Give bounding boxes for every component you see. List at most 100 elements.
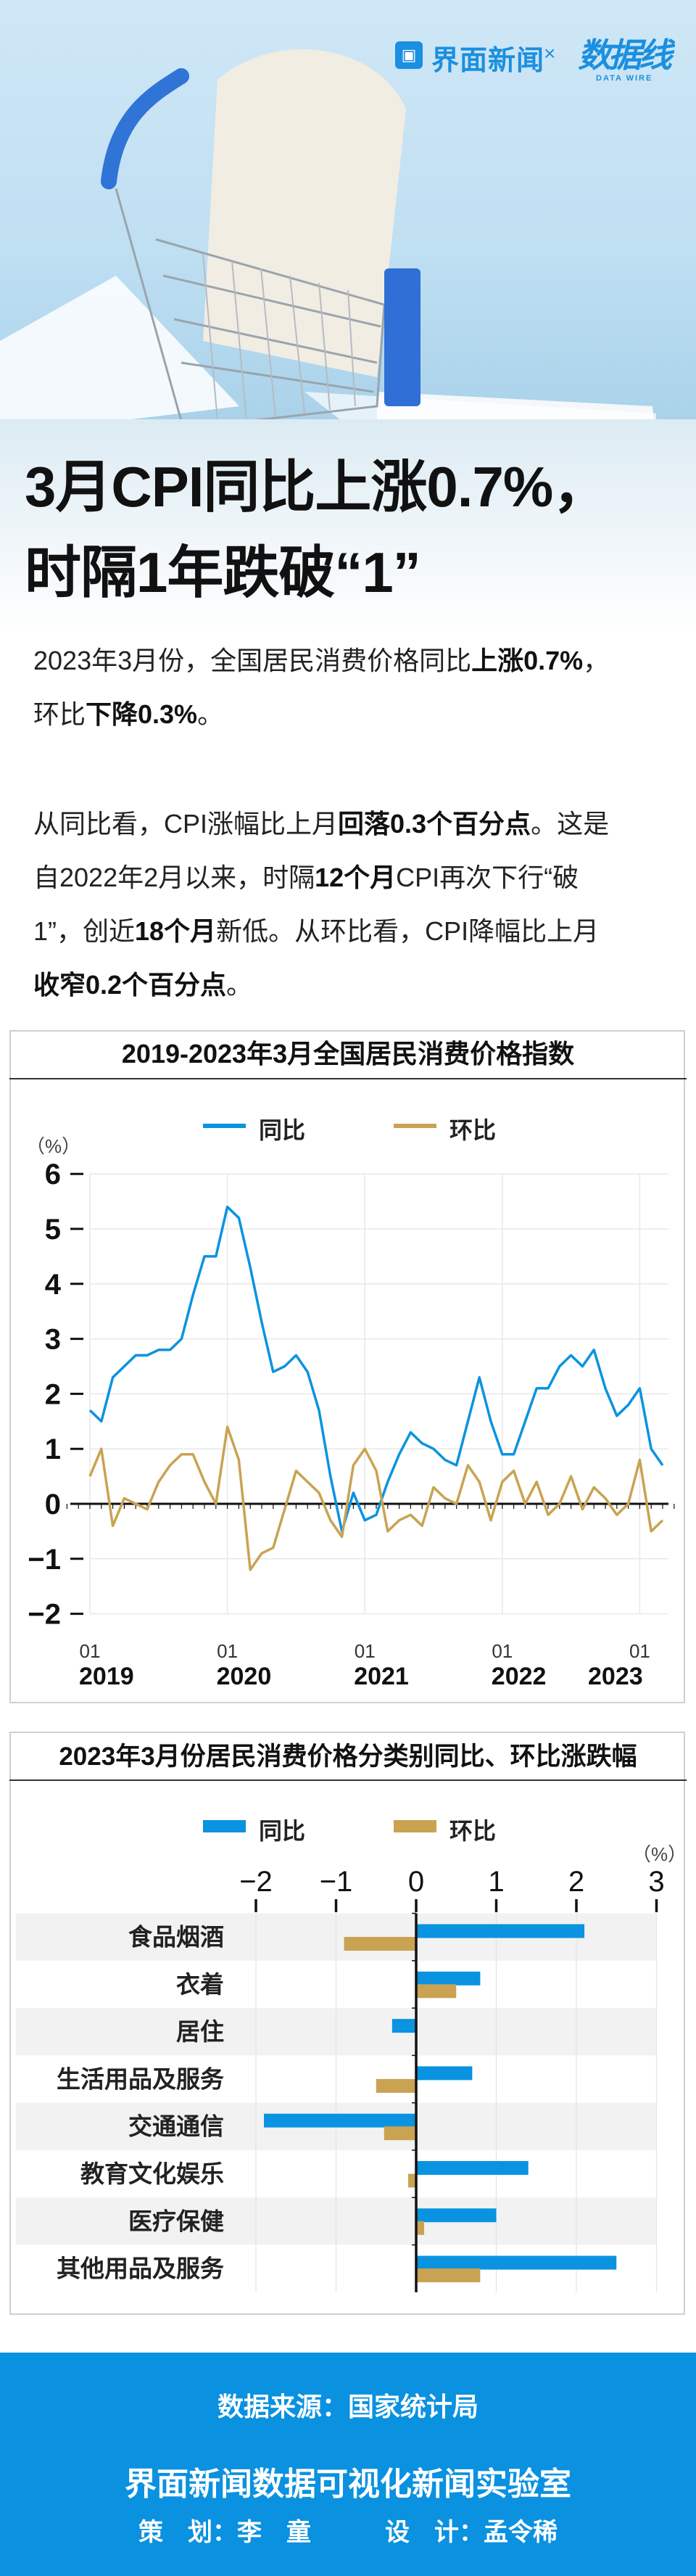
paragraph-2-line: 收窄0.2个百分点。 [33,971,252,1000]
bar-mom [416,2268,481,2283]
legend-yoy-swatch [203,1124,246,1128]
x-year-label: 2021 [354,1663,409,1690]
body-text: 2023年3月份，全国居民消费价格同比 [33,646,472,675]
y-tick-label: 0 [45,1489,61,1521]
x-tick-label: −2 [239,1866,273,1898]
paragraph-2-line: 1”，创近18个月新低。从环比看，CPI降幅比上月 [33,917,599,946]
legend-mom-swatch [394,1124,436,1128]
footer: 数据来源：国家统计局 界面新闻数据可视化新闻实验室 策 划：李 童 设 计：孟令… [0,2353,696,2576]
x-tick-label: 01 [217,1640,238,1662]
bar-yoy [416,2066,473,2081]
x-year-label: 2023 [588,1663,643,1690]
body-text: 新低。从环比看，CPI降幅比上月 [216,916,600,946]
category-label: 生活用品及服务 [57,2065,224,2092]
legend-mom-label: 环比 [450,1818,497,1844]
x-year-label: 2022 [492,1663,547,1690]
body-text: 。这是 [531,809,610,839]
bar-mom [416,2221,425,2235]
bar-yoy [264,2113,416,2128]
body-text: 。 [197,699,224,729]
category-label: 交通通信 [128,2113,224,2140]
x-tick-label: 3 [648,1866,664,1898]
mom-line [88,1425,664,1571]
lab-name: 界面新闻数据可视化新闻实验室 [125,2466,571,2502]
bar-yoy [416,1924,585,1938]
body-text: 1”，创近 [33,916,136,946]
y-tick-label: 2 [45,1378,61,1410]
highlight-text: 12个月 [315,863,397,892]
brand-datawire-logo: 数据线 [578,36,672,74]
credits: 策 划：李 童 设 计：孟令稀 [138,2519,558,2546]
x-year-label: 2019 [79,1663,134,1690]
line-chart-unit: （%） [26,1135,81,1157]
bar-chart-unit: （%） [632,1843,687,1865]
legend-mom-swatch [394,1820,436,1832]
x-tick-label: 01 [629,1640,650,1662]
body-text: 从同比看，CPI涨幅比上月 [33,809,339,839]
body-text: CPI再次下行“破 [396,863,579,892]
y-tick-label: 6 [45,1159,61,1190]
legend-yoy-label: 同比 [259,1117,306,1143]
category-label: 居住 [176,2018,224,2045]
x-tick-label: −1 [320,1866,353,1898]
category-label: 其他用品及服务 [57,2255,224,2282]
bar-yoy [416,2208,497,2223]
x-tick-label: 1 [488,1866,504,1898]
bar-mom [376,2078,416,2093]
y-tick-label: −1 [28,1544,61,1576]
title-background [0,419,696,637]
y-tick-label: 5 [45,1214,61,1246]
body-text: 自2022年2月以来，时隔 [33,863,315,892]
line-chart-panel [9,1030,685,1703]
body-text: 环比 [33,699,86,729]
category-label: 食品烟酒 [128,1924,224,1951]
bar-chart-title: 2023年3月份居民消费价格分类别同比、环比涨跌幅 [9,1732,687,1781]
x-tick-label: 01 [355,1640,376,1662]
body-text: 。 [226,970,253,1000]
highlight-text: 收窄0.2个百分点 [33,970,227,1000]
jiemian-logo-icon: ▣ [395,41,423,69]
brand-datawire-sub: DATA WIRE [596,74,653,83]
y-tick-label: 4 [45,1269,62,1301]
category-label: 医疗保健 [128,2207,224,2234]
line-chart: 6543210−1−201201901202001202101202201202… [28,1159,675,1690]
bar-yoy [416,2255,617,2270]
brand-separator: × [544,42,556,65]
bar-mom [344,1937,416,1951]
highlight-text: 回落0.3个百分点 [338,809,531,839]
hero-image: ▣ 界面新闻 × 数据线 DATA WIRE [0,0,696,421]
category-label: 教育文化娱乐 [80,2160,224,2187]
yoy-line [88,1205,664,1533]
x-tick-label: 2 [568,1866,584,1898]
shopping-cart-illustration [0,49,656,421]
y-tick-label: 3 [45,1324,61,1356]
y-tick-label: −2 [28,1599,61,1631]
paragraph-1-line: 环比下降0.3%。 [33,700,223,729]
line-chart-title: 2019-2023年3月全国居民消费价格指数 [9,1030,687,1079]
headline-line-1: 3月CPI同比上涨0.7%， [25,455,609,519]
brand-jiemian: 界面新闻 [431,46,545,76]
bar-chart: −2 −1 0 1 2 3 食品烟酒衣着居住生活用品及服务交通通信教育文化娱乐医疗保健其他用… [16,1866,665,2292]
highlight-text: 下降0.3% [86,699,198,729]
x-tick-label: 01 [80,1640,101,1662]
x-tick-label: 01 [492,1640,513,1662]
legend-yoy-label: 同比 [259,1818,306,1844]
legend-yoy-swatch [203,1820,246,1832]
paragraph-2-line: 自2022年2月以来，时隔12个月CPI再次下行“破 [33,863,579,892]
bar-mom [407,2173,416,2188]
bar-mom [416,1984,457,1999]
highlight-text: 18个月 [135,916,217,946]
x-tick-label: 0 [408,1866,424,1898]
paragraph-1-line: 2023年3月份，全国居民消费价格同比上涨0.7%， [33,646,609,675]
highlight-text: 上涨0.7% [471,646,584,675]
x-year-label: 2020 [217,1663,272,1690]
category-label: 衣着 [176,1971,224,1998]
data-source: 数据来源：国家统计局 [217,2392,478,2421]
y-tick-label: 1 [45,1433,61,1465]
bar-yoy [416,2161,529,2175]
bar-yoy [392,2019,416,2033]
body-text: ， [583,646,610,675]
paragraph-2-line: 从同比看，CPI涨幅比上月回落0.3个百分点。这是 [33,810,609,839]
legend-mom-label: 环比 [450,1117,497,1143]
